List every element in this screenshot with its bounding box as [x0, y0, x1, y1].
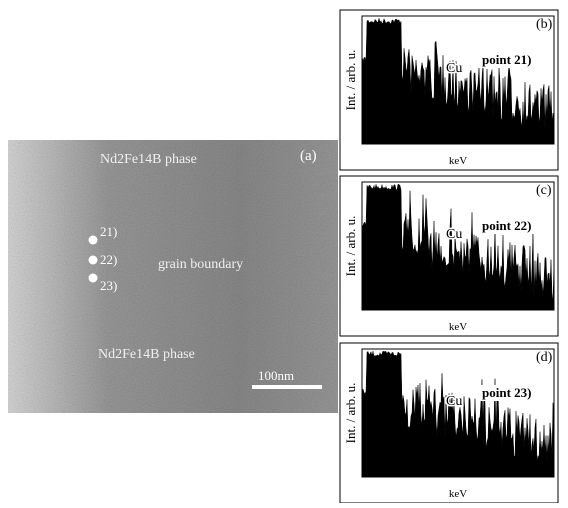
point-label: 21) — [100, 224, 117, 239]
label-bg — [478, 52, 542, 68]
x-axis-label: keV — [449, 155, 467, 167]
peak-label: Cu — [446, 394, 462, 409]
y-axis-label: Int. / arb. u. — [343, 383, 358, 444]
point-marker — [88, 273, 98, 283]
point-label: point 21) — [482, 52, 531, 67]
scale-bar — [252, 385, 322, 389]
panel-frame — [339, 175, 559, 337]
x-axis-label: keV — [449, 321, 467, 333]
spectra: Int. / arb. u. keV (b) point 21) Cu Int. / ar… — [339, 9, 559, 504]
boundary-label: grain boundary — [158, 257, 243, 272]
point-label: point 22) — [482, 218, 531, 233]
phase-label: Nd2Fe14B phase — [100, 152, 197, 167]
y-axis-label: Int. / arb. u. — [343, 50, 358, 111]
scale-label: 100nm — [258, 368, 294, 383]
point-marker — [88, 255, 98, 265]
panel-label: (d) — [536, 350, 553, 365]
point-marker — [88, 235, 98, 245]
micrograph — [8, 140, 338, 413]
x-axis-label: keV — [449, 488, 467, 500]
spectrum — [361, 184, 555, 311]
point-label: 22) — [100, 252, 117, 267]
peak-label: Cu — [446, 227, 462, 242]
point-label: 23) — [100, 278, 117, 293]
panel-label: (b) — [536, 17, 553, 32]
panel-label: (a) — [300, 148, 317, 164]
panel-frame — [339, 9, 559, 171]
panel-label: (c) — [536, 183, 552, 198]
spectrum — [361, 350, 555, 478]
point-label: point 23) — [482, 385, 531, 400]
peak-label: Cu — [446, 61, 462, 76]
label-bg — [478, 218, 542, 234]
spectrum — [361, 17, 555, 145]
tem-image: (a) Nd2Fe14B phase Nd2Fe14B phase grain … — [8, 140, 338, 413]
y-axis-label: Int. / arb. u. — [343, 216, 358, 277]
label-bg — [478, 385, 542, 401]
phase-label: Nd2Fe14B phase — [98, 347, 195, 362]
